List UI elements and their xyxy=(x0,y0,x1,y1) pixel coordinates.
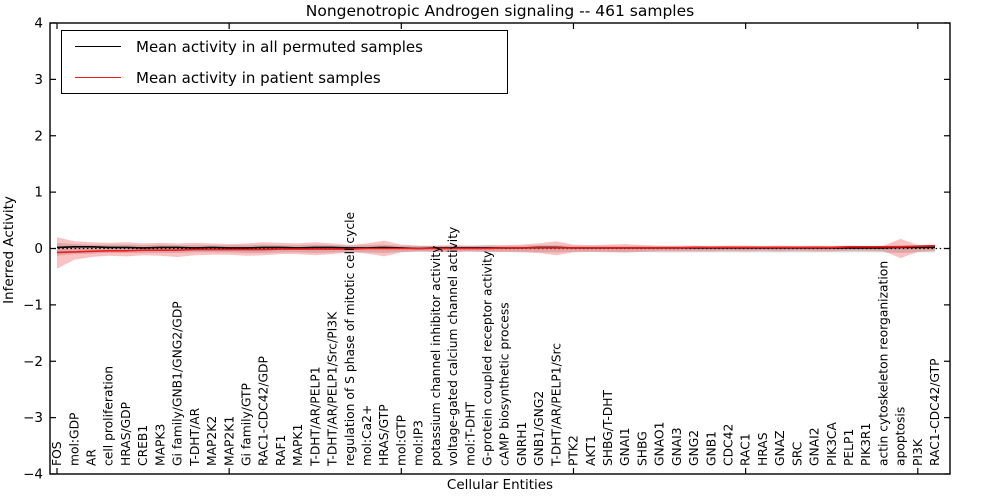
x-category-label: CDC42 xyxy=(721,424,735,466)
x-category-label: AR xyxy=(84,449,98,466)
x-category-label: Gi family/GNB1/GNG2/GDP xyxy=(171,301,185,466)
x-category-label: GNB1 xyxy=(704,431,718,466)
x-category-label: mol:Ca2+ xyxy=(360,405,374,466)
x-category-label: cAMP biosynthetic process xyxy=(498,302,512,466)
x-category-label: RAC1 xyxy=(739,433,753,466)
x-axis-label: Cellular Entities xyxy=(446,477,554,493)
x-category-label: GNG2 xyxy=(687,430,701,466)
x-category-label: MAPK1 xyxy=(291,424,305,466)
x-category-label: PIK3CA xyxy=(825,421,839,466)
legend-label-patient: Mean activity in patient samples xyxy=(136,68,381,87)
legend-box: Mean activity in all permuted samples Me… xyxy=(61,30,508,94)
x-category-label: mol:T-DHT xyxy=(463,401,477,466)
x-category-label: FOS xyxy=(50,441,64,466)
x-category-label: T-DHT/AR/PELP1 xyxy=(308,366,322,467)
y-tick-label: 0 xyxy=(34,241,43,257)
x-category-label: GNAI2 xyxy=(808,427,822,466)
x-category-label: SRC xyxy=(790,442,804,466)
x-category-label: PIK3R1 xyxy=(859,423,873,466)
x-category-label: MAP2K1 xyxy=(222,416,236,466)
x-category-label: PI3K xyxy=(911,438,925,466)
x-category-label: HRAS/GDP xyxy=(119,402,133,466)
y-tick-label: 4 xyxy=(34,16,43,32)
x-category-label: SHBG xyxy=(635,431,649,466)
x-category-label: RAF1 xyxy=(274,435,288,466)
y-tick-label: −1 xyxy=(23,297,43,313)
x-category-label: T-DHT/AR xyxy=(188,407,202,467)
x-category-label: GNRH1 xyxy=(515,422,529,466)
x-category-label: GNB1/GNG2 xyxy=(532,391,546,466)
x-category-label: GNAZ xyxy=(773,430,787,466)
x-category-label: actin cytoskeleton reorganization xyxy=(876,261,890,466)
x-category-label: mol:GDP xyxy=(67,413,81,466)
x-category-label: apoptosis xyxy=(894,407,908,466)
x-category-label: RAC1-CDC42/GDP xyxy=(257,356,271,466)
x-category-label: AKT1 xyxy=(584,435,598,466)
y-tick-label: −3 xyxy=(23,410,43,426)
patient-mean-line xyxy=(56,244,936,254)
x-category-label: RAC1-CDC42/GTP xyxy=(928,358,942,466)
x-category-label: GNAI3 xyxy=(670,427,684,466)
x-category-label: voltage-gated calcium channel activity xyxy=(446,227,460,466)
legend-label-permuted: Mean activity in all permuted samples xyxy=(136,37,423,56)
y-tick-label: 2 xyxy=(34,128,43,144)
x-category-label: HRAS xyxy=(756,432,770,466)
x-category-label: GNAO1 xyxy=(653,422,667,466)
legend-line-permuted-samples xyxy=(75,46,121,47)
legend-row-patient: Mean activity in patient samples xyxy=(62,63,507,93)
patient-std-band-area xyxy=(57,237,935,269)
chart-title: Nongenotropic Androgen signaling -- 461 … xyxy=(305,2,695,20)
x-category-label: regulation of S phase of mitotic cell cy… xyxy=(343,212,357,466)
y-tick-label: 3 xyxy=(34,72,43,88)
x-category-label: cell proliferation xyxy=(102,366,116,466)
x-category-label: Gi family/GTP xyxy=(239,383,253,466)
legend-row-permuted: Mean activity in all permuted samples xyxy=(62,32,507,62)
x-category-label: MAPK3 xyxy=(153,424,167,466)
x-category-label: CREB1 xyxy=(136,425,150,466)
x-category-label: HRAS/GTP xyxy=(377,404,391,466)
x-category-label: G-protein coupled receptor activity xyxy=(480,251,494,466)
x-category-label: PELP1 xyxy=(842,429,856,466)
x-category-label: mol:IP3 xyxy=(412,420,426,466)
x-category-label: MAP2K2 xyxy=(205,416,219,466)
x-category-label: mol:GTP xyxy=(394,415,408,466)
y-axis-label: Inferred Activity xyxy=(1,196,17,304)
x-category-label: SHBG/T-DHT xyxy=(601,390,615,466)
x-category-label: T-DHT/AR/PELP1/Src/PI3K xyxy=(326,311,340,467)
y-tick-label: 1 xyxy=(34,185,43,201)
x-category-label: PTK2 xyxy=(567,435,581,466)
y-tick-label: −4 xyxy=(23,467,43,483)
x-category-label: potassium channel inhibitor activity xyxy=(429,246,443,466)
x-category-label: T-DHT/AR/PELP1/Src xyxy=(549,343,563,467)
permuted-std-band-area xyxy=(57,242,935,256)
y-tick-label: −2 xyxy=(23,354,43,370)
legend-line-patient-samples xyxy=(75,77,121,78)
x-category-label: GNAI1 xyxy=(618,427,632,466)
